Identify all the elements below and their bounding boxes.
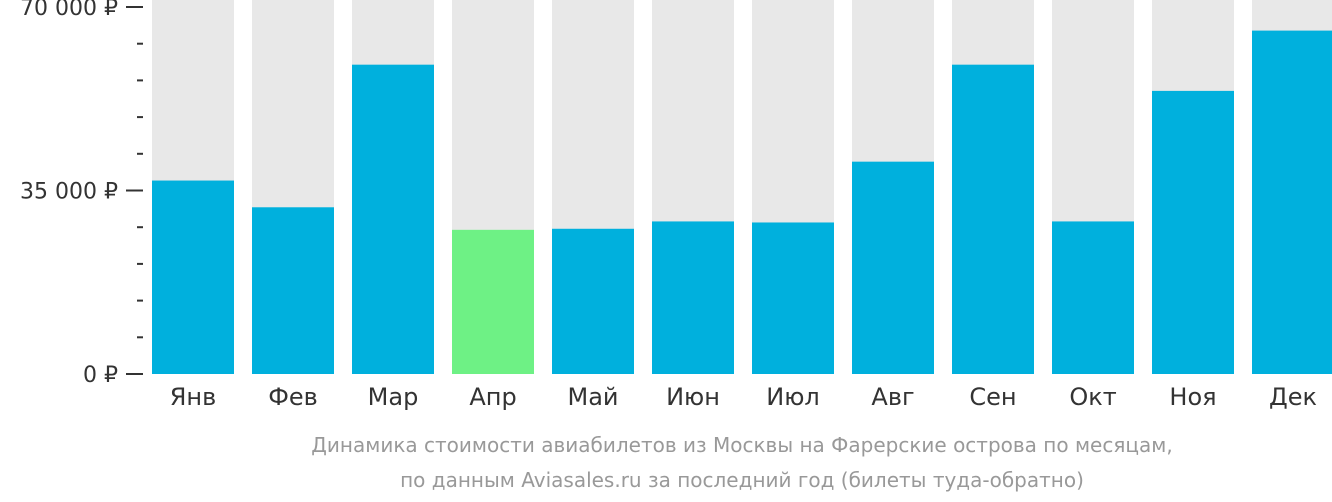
bars (152, 30, 1332, 375)
x-tick-label: Ноя (1169, 383, 1216, 411)
bar-2 (252, 207, 334, 374)
x-tick-label: Июн (666, 383, 720, 411)
bar-1 (152, 180, 234, 374)
bar-5 (552, 228, 634, 374)
bar-9 (952, 64, 1034, 375)
x-tick-label: Сен (969, 383, 1016, 411)
bar-10 (1052, 221, 1134, 374)
x-tick-label: Июл (766, 383, 820, 411)
x-axis: Янв Фев Мар Апр Май Июн Июл Авг Сен Окт Ноя Дек (170, 383, 1317, 411)
x-tick-label: Янв (170, 383, 217, 411)
x-tick-label: Дек (1269, 383, 1317, 411)
x-tick-label: Мар (368, 383, 419, 411)
caption-line-2: по данным Aviasales.ru за последний год … (400, 468, 1084, 492)
x-tick-label: Авг (871, 383, 914, 411)
y-tick-label: 35 000 ₽ (20, 180, 118, 205)
bar-6 (652, 221, 734, 374)
bar-11 (1152, 90, 1234, 374)
bar-8 (852, 161, 934, 374)
bar-3 (352, 64, 434, 375)
y-tick-label: 70 000 ₽ (20, 0, 118, 21)
x-tick-label: Фев (268, 383, 318, 411)
y-tick-label: 0 ₽ (83, 363, 118, 388)
caption-line-1: Динамика стоимости авиабилетов из Москвы… (311, 433, 1172, 457)
bar-7 (752, 222, 834, 374)
bar-4 (452, 229, 534, 374)
bar-12 (1252, 30, 1332, 374)
x-tick-label: Окт (1069, 383, 1116, 411)
chart-caption: Динамика стоимости авиабилетов из Москвы… (311, 433, 1172, 492)
x-tick-label: Апр (469, 383, 516, 411)
x-tick-label: Май (567, 383, 618, 411)
y-axis: 0 ₽ 35 000 ₽ 70 000 ₽ (20, 0, 143, 388)
